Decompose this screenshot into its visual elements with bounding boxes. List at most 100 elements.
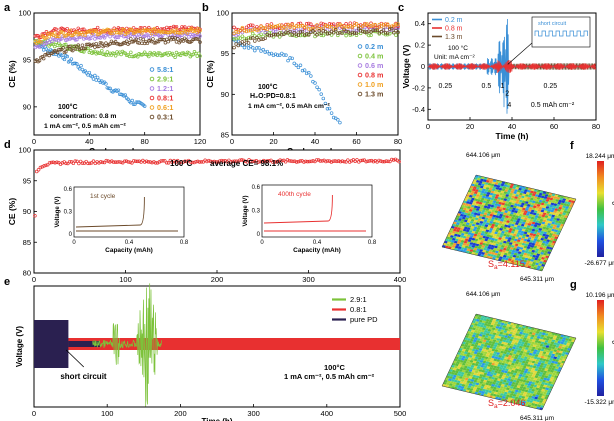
surface-cell — [476, 323, 481, 327]
surface-cell — [491, 334, 496, 338]
data-point — [296, 24, 301, 29]
surface-cell — [557, 230, 561, 233]
surface-cell — [495, 250, 499, 254]
surface-cell — [520, 202, 525, 206]
surface-cell — [512, 379, 517, 383]
data-point — [300, 68, 305, 73]
surface-cell — [477, 378, 482, 382]
data-point — [83, 46, 87, 51]
surface-cell — [557, 208, 562, 212]
surface-cell — [479, 331, 484, 335]
data-point — [331, 30, 336, 35]
surface-cell — [462, 221, 467, 225]
surface-cell — [545, 241, 550, 245]
surface-cell — [452, 242, 457, 246]
surface-cell — [534, 243, 539, 247]
data-point — [183, 159, 187, 163]
data-point — [57, 34, 61, 39]
data-point — [87, 70, 92, 75]
surface-cell — [528, 256, 533, 259]
surface-cell — [463, 200, 467, 204]
surface-cell — [489, 249, 494, 252]
surface-cell — [512, 386, 517, 390]
data-point — [95, 44, 100, 49]
data-point — [105, 50, 110, 54]
data-point — [40, 164, 44, 169]
surface-cell — [512, 325, 517, 329]
surface-cell — [485, 382, 490, 386]
surface-cell — [514, 196, 519, 199]
data-point — [383, 31, 388, 35]
surface-cell — [548, 206, 553, 210]
surface-cell — [532, 233, 537, 237]
surface-cell — [550, 376, 555, 380]
colorbar-zero-label: 0 — [610, 201, 614, 205]
surface-cell — [531, 388, 536, 392]
data-point — [181, 39, 186, 43]
surface-cell — [506, 385, 511, 389]
surface-cell — [565, 338, 570, 341]
surface-cell — [462, 374, 467, 378]
surface-cell — [557, 340, 562, 344]
surface-cell — [520, 383, 525, 387]
surface-cell — [515, 201, 519, 204]
surface-cell — [460, 350, 465, 354]
surface-cell — [495, 389, 499, 393]
surface-cell — [530, 237, 535, 241]
data-point — [133, 159, 138, 163]
surface-cell — [560, 362, 564, 366]
surface-cell — [502, 374, 506, 378]
surface-cell — [525, 199, 530, 202]
surface-cell — [514, 210, 518, 214]
data-point — [344, 24, 348, 29]
data-point — [197, 160, 202, 164]
surface-cell — [495, 382, 499, 386]
surface-cell — [474, 328, 479, 331]
surface-cell — [509, 261, 514, 264]
data-point — [134, 37, 139, 41]
surface-cell — [549, 343, 554, 347]
surface-cell — [568, 206, 572, 210]
surface-cell — [525, 380, 530, 384]
surface-cell — [512, 247, 517, 251]
surface-cell — [505, 347, 510, 350]
data-point — [70, 48, 75, 53]
surface-cell — [551, 374, 556, 378]
surface-cell — [539, 232, 544, 236]
surface-cell — [515, 333, 520, 336]
surface-cell — [512, 358, 517, 362]
data-point — [118, 31, 122, 35]
surface-cell — [540, 376, 545, 380]
surface-cell — [528, 192, 533, 196]
data-point — [54, 40, 58, 44]
colorbar-zero-label: 0 — [610, 340, 614, 344]
surface-cell — [502, 186, 507, 190]
surface-cell — [489, 345, 494, 349]
surface-cell — [445, 377, 449, 381]
surface-cell — [535, 262, 540, 266]
surface-cell — [529, 211, 534, 215]
surface-cell — [470, 329, 475, 333]
surface-cell — [542, 198, 547, 202]
surface-cell — [516, 211, 521, 214]
surface-cell — [528, 220, 533, 224]
surface-cell — [533, 210, 538, 214]
colorbar-max-label: 10.196 μm — [586, 292, 614, 299]
surface-cell — [537, 404, 542, 408]
surface-cell — [500, 251, 505, 255]
surface-cell — [547, 340, 552, 344]
surface-cell — [509, 345, 514, 349]
surface-cell — [491, 202, 496, 206]
surface-cell — [482, 367, 487, 371]
y-tick-label: 0 — [421, 62, 425, 71]
surface-cell — [507, 369, 512, 372]
surface-cell — [505, 229, 509, 233]
data-point — [251, 46, 255, 50]
data-point — [263, 36, 267, 40]
surface-cell — [481, 355, 486, 359]
surface-cell — [536, 253, 541, 257]
surface-cell — [486, 199, 491, 202]
data-point — [296, 33, 301, 37]
data-point — [375, 28, 380, 32]
